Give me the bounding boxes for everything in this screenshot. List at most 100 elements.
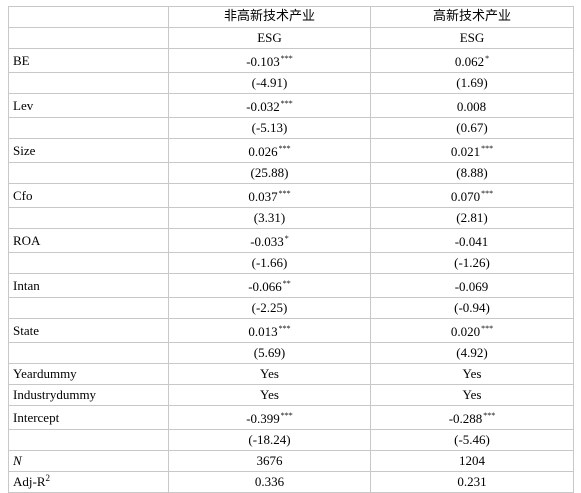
dep-var-left: ESG	[168, 27, 371, 49]
intercept-label: Intercept	[8, 405, 169, 430]
var-cfo-coef-right: 0.070***	[370, 183, 574, 208]
var-be-coef-left-significance-stars: ***	[280, 54, 293, 63]
var-cfo-label: Cfo	[8, 183, 169, 208]
intercept-coef-left-significance-stars: ***	[280, 411, 293, 420]
var-state-coef-left-value: 0.013	[248, 324, 278, 339]
var-roa-coef-row: ROA -0.033* -0.041	[8, 228, 574, 253]
var-intan-tstat-left: (-2.25)	[168, 297, 371, 319]
var-state-label: State	[8, 318, 169, 343]
var-roa-tstat-left: (-1.66)	[168, 252, 371, 274]
var-intan-coef-left-significance-stars: **	[282, 279, 291, 288]
industrydummy-label: Industrydummy	[8, 384, 169, 406]
var-cfo-coef-right-value: 0.070	[450, 189, 481, 204]
var-cfo-coef-row: Cfo 0.037*** 0.070***	[8, 183, 574, 208]
var-be-tstat-row: (-4.91) (1.69)	[8, 72, 574, 94]
intercept-coef-right-significance-stars: ***	[483, 411, 496, 420]
var-be-coef-right-significance-stars: *	[485, 54, 490, 63]
var-roa-coef-left-value: -0.033	[250, 234, 284, 249]
var-cfo-coef-left: 0.037***	[168, 183, 371, 208]
var-state-coef-left-significance-stars: ***	[278, 324, 291, 333]
var-size-label: Size	[8, 138, 169, 163]
var-lev-tstat-left: (-5.13)	[168, 117, 371, 139]
var-intan-coef-row: Intan -0.066** -0.069	[8, 273, 574, 298]
var-size-coef-right: 0.021***	[370, 138, 574, 163]
intercept-coef-right-value: -0.288	[448, 411, 483, 426]
var-lev-tstat-right: (0.67)	[370, 117, 574, 139]
var-lev-coef-left-significance-stars: ***	[280, 99, 293, 108]
n-left: 3676	[168, 450, 371, 472]
dep-var-corner-cell	[8, 27, 169, 49]
group-header-hightech: 高新技术产业	[370, 6, 574, 28]
var-lev-coef-left-value: -0.032	[246, 99, 280, 114]
var-roa-tstat-row: (-1.66) (-1.26)	[8, 252, 574, 274]
var-state-coef-left: 0.013***	[168, 318, 371, 343]
intercept-coef-left-value: -0.399	[246, 411, 280, 426]
var-roa-tstat-blank	[8, 252, 169, 274]
var-intan-coef-right: -0.069	[370, 273, 574, 298]
industrydummy-left: Yes	[168, 384, 371, 406]
n-label: N	[8, 450, 169, 472]
var-cfo-coef-right-significance-stars: ***	[481, 189, 494, 198]
var-size-coef-left: 0.026***	[168, 138, 371, 163]
yeardummy-label: Yeardummy	[8, 363, 169, 385]
industrydummy-row: Industrydummy Yes Yes	[8, 384, 574, 406]
regression-table-wrapper: 非高新技术产业 高新技术产业 ESG ESG BE -0.103*** 0.062*…	[8, 6, 574, 493]
var-be-coef-right: 0.062*	[370, 48, 574, 73]
intercept-coef-left: -0.399***	[168, 405, 371, 430]
var-lev-coef-left: -0.032***	[168, 93, 371, 118]
var-state-tstat-left: (5.69)	[168, 342, 371, 364]
intercept-tstat-row: (-18.24) (-5.46)	[8, 429, 574, 451]
yeardummy-right: Yes	[370, 363, 574, 385]
intercept-coef-row: Intercept -0.399*** -0.288***	[8, 405, 574, 430]
var-cfo-coef-left-significance-stars: ***	[278, 189, 291, 198]
intercept-tstat-right: (-5.46)	[370, 429, 574, 451]
var-roa-coef-right: -0.041	[370, 228, 574, 253]
var-size-coef-row: Size 0.026*** 0.021***	[8, 138, 574, 163]
regression-table-body: 非高新技术产业 高新技术产业 ESG ESG BE -0.103*** 0.062*…	[8, 6, 574, 493]
var-size-coef-right-value: 0.021	[450, 144, 481, 159]
var-roa-coef-left: -0.033*	[168, 228, 371, 253]
var-lev-tstat-blank	[8, 117, 169, 139]
var-lev-coef-right: 0.008	[370, 93, 574, 118]
var-state-tstat-right: (4.92)	[370, 342, 574, 364]
var-state-coef-right-significance-stars: ***	[481, 324, 494, 333]
yeardummy-row: Yeardummy Yes Yes	[8, 363, 574, 385]
group-header-non-hightech: 非高新技术产业	[168, 6, 371, 28]
var-be-coef-right-value: 0.062	[454, 54, 485, 69]
var-intan-label: Intan	[8, 273, 169, 298]
intercept-coef-right: -0.288***	[370, 405, 574, 430]
var-lev-tstat-row: (-5.13) (0.67)	[8, 117, 574, 139]
var-be-coef-row: BE -0.103*** 0.062*	[8, 48, 574, 73]
var-size-tstat-left: (25.88)	[168, 162, 371, 184]
var-size-coef-right-significance-stars: ***	[481, 144, 494, 153]
var-be-label: BE	[8, 48, 169, 73]
n-row: N 3676 1204	[8, 450, 574, 472]
var-cfo-tstat-blank	[8, 207, 169, 229]
var-state-coef-right-value: 0.020	[450, 324, 481, 339]
dependent-variable-row: ESG ESG	[8, 27, 574, 49]
var-be-coef-left: -0.103***	[168, 48, 371, 73]
var-intan-coef-left: -0.066**	[168, 273, 371, 298]
var-cfo-tstat-left: (3.31)	[168, 207, 371, 229]
var-intan-tstat-right: (-0.94)	[370, 297, 574, 319]
var-cfo-tstat-right: (2.81)	[370, 207, 574, 229]
var-size-coef-left-significance-stars: ***	[278, 144, 291, 153]
var-roa-coef-left-significance-stars: *	[284, 234, 289, 243]
var-roa-label: ROA	[8, 228, 169, 253]
group-header-row: 非高新技术产业 高新技术产业	[8, 6, 574, 28]
dep-var-right: ESG	[370, 27, 574, 49]
var-be-tstat-blank	[8, 72, 169, 94]
var-state-tstat-blank	[8, 342, 169, 364]
var-be-coef-left-value: -0.103	[246, 54, 280, 69]
var-size-tstat-row: (25.88) (8.88)	[8, 162, 574, 184]
intercept-tstat-blank	[8, 429, 169, 451]
var-intan-tstat-row: (-2.25) (-0.94)	[8, 297, 574, 319]
intercept-tstat-left: (-18.24)	[168, 429, 371, 451]
corner-cell	[8, 6, 169, 28]
var-roa-tstat-right: (-1.26)	[370, 252, 574, 274]
var-state-tstat-row: (5.69) (4.92)	[8, 342, 574, 364]
adj-r2-label: Adj-R	[13, 474, 46, 489]
industrydummy-right: Yes	[370, 384, 574, 406]
var-intan-tstat-blank	[8, 297, 169, 319]
regression-table: 非高新技术产业 高新技术产业 ESG ESG BE -0.103*** 0.062*…	[8, 6, 574, 493]
